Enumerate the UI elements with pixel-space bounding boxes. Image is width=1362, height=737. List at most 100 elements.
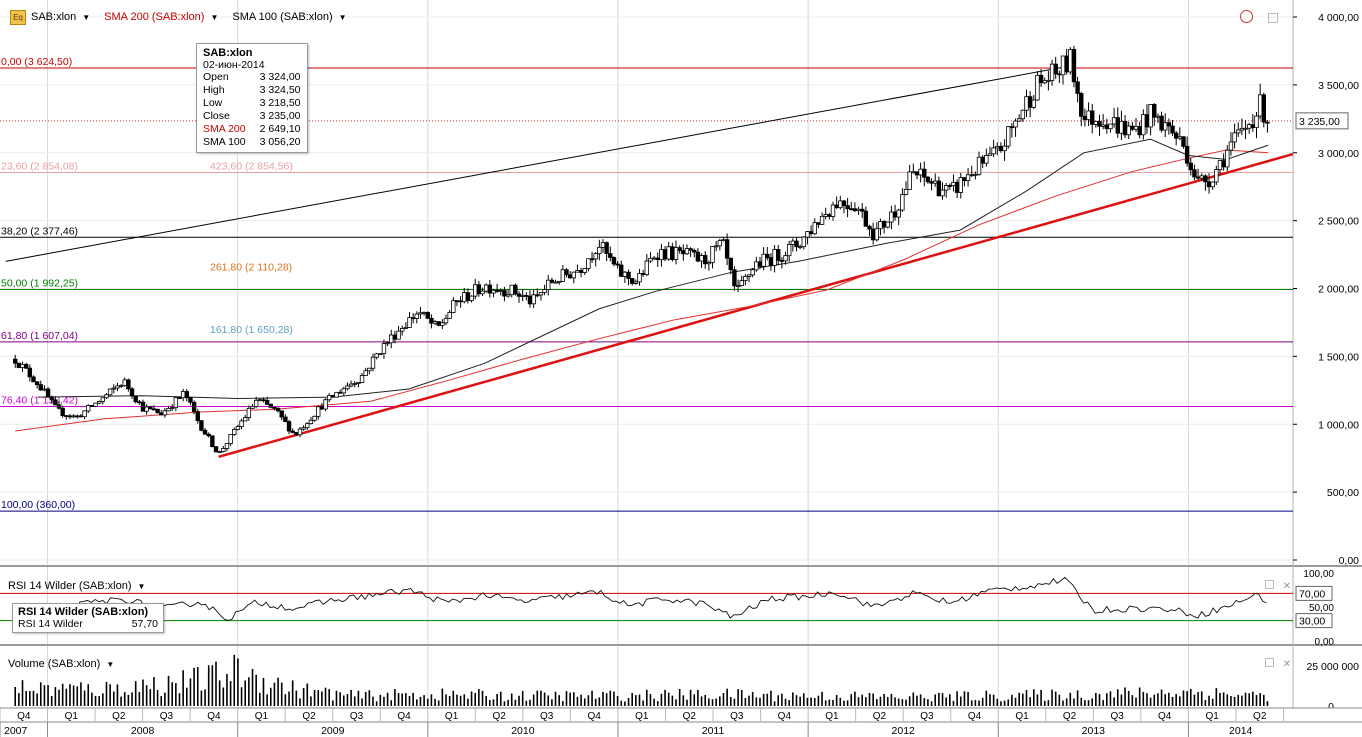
tooltip-row-value: 3 324,00 [259,71,301,83]
candle-body [1075,81,1080,94]
candle-body [1137,126,1142,136]
candle-body [418,312,423,315]
sma200-selector[interactable]: SMA 200 (SAB:xlon) ▼ [104,11,218,23]
candle-body [126,379,131,390]
main-panel-controls [1240,10,1278,26]
candle-body [253,399,259,407]
candle-body [1090,110,1095,125]
quarter-label: Q4 [207,711,221,722]
candle-body [611,257,617,265]
candle-body [144,406,149,412]
quarter-label: Q4 [397,711,411,722]
candle-body [312,415,317,421]
restore-icon[interactable] [1267,13,1278,23]
candle-body [531,294,536,305]
candle-body [626,271,631,279]
candle-body [345,385,350,390]
candle-body [743,276,748,282]
candle-body [1020,109,1026,120]
candle-body [232,429,237,435]
quarter-label: Q3 [540,711,554,722]
price-axis-label: 500,00 [1327,487,1359,499]
candle-body [538,292,544,296]
volume-selector[interactable]: Volume (SAB:xlon) ▼ [8,658,114,670]
fib-level-label: 100,00 (360,00) [1,499,75,511]
candle-body [210,435,215,448]
candle-body [1152,104,1157,118]
candle-body [535,294,540,297]
price-axis-label: 3 500,00 [1318,80,1359,92]
candle-body [148,406,153,410]
candle-body [688,248,693,251]
tooltip-row: Low 3 218,50 [203,97,301,110]
candle-body [571,271,576,279]
candle-body [1100,124,1106,127]
instrument-selector[interactable]: SAB:xlon ▼ [31,11,90,23]
candle-body [995,145,1000,149]
candle-body [1108,123,1113,130]
candle-body [567,274,573,279]
candle-body [447,312,452,319]
fib-level-label: 0,00 (3 624,50) [1,56,72,68]
dropdown-arrow-icon[interactable]: ▼ [210,12,219,22]
candle-body [1239,127,1245,131]
candle-body [903,189,909,195]
candle-body [728,257,733,271]
rsi-selector[interactable]: RSI 14 Wilder (SAB:xlon) ▼ [8,580,145,592]
candle-body [564,269,569,276]
dropdown-arrow-icon[interactable]: ▼ [82,12,91,22]
tooltip-row-label: SMA 100 [203,136,246,148]
candle-body [217,451,222,453]
candle-body [1133,126,1139,130]
tooltip-row-label: Low [203,97,223,109]
rsi-panel-controls: ✕ [1265,580,1291,592]
candle-body [940,189,945,197]
candle-body [721,239,726,242]
candle-body [878,220,883,230]
candle-body [1217,160,1223,170]
candle-body [1166,122,1172,127]
candle-body [173,397,179,409]
tooltip-row-label: Close [203,110,230,122]
candle-body [954,181,960,193]
candle-body [374,353,379,358]
candle-body [644,260,650,276]
rsi-axis-label: 0,00 [1315,637,1335,648]
candle-body [1086,110,1091,120]
restore-icon[interactable] [1265,658,1274,667]
candle-body [812,222,817,235]
quarter-label: Q1 [1206,711,1220,722]
quarter-label: Q2 [1253,711,1267,722]
rsi-value-box: RSI 14 Wilder (SAB:xlon) RSI 14 Wilder 5… [12,603,164,633]
last-price-label: 3 235,00 [1299,116,1340,128]
sma100-selector[interactable]: SMA 100 (SAB:xlon) ▼ [232,11,346,23]
year-label: 2007 [4,725,28,737]
close-icon[interactable]: ✕ [1282,659,1292,670]
dropdown-arrow-icon[interactable]: ▼ [106,659,115,669]
candle-body [115,385,120,389]
candle-body [670,246,675,261]
candle-body [933,180,938,184]
candle-body [505,294,511,297]
close-icon[interactable]: ✕ [1282,581,1292,592]
dropdown-arrow-icon[interactable]: ▼ [137,581,146,591]
candle-body [294,432,299,436]
candle-body [487,284,493,294]
restore-icon[interactable] [1265,580,1274,589]
rsi-reference-marker [1295,585,1333,601]
candle-body [765,253,770,259]
dropdown-arrow-icon[interactable]: ▼ [338,12,347,22]
tooltip-table: Open 3 324,00 High 3 324,50 Low 3 218,50 Close… [203,71,301,149]
candle-body [827,214,832,217]
candle-body [421,312,427,314]
candle-body [243,417,248,422]
clock-icon[interactable] [1240,10,1253,23]
candle-body [49,396,54,401]
fib-extension-label: 423,60 (2 854,56) [210,160,293,172]
candle-body [93,402,98,407]
candle-body [301,427,306,430]
candle-body [673,247,679,261]
last-price-marker [1295,112,1349,130]
tooltip-row: Open 3 324,00 [203,71,301,84]
